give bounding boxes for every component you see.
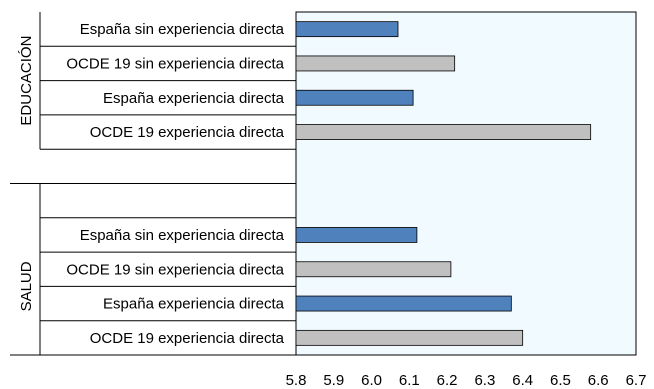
category-label: España sin experiencia directa: [80, 227, 285, 244]
category-label: OCDE 19 sin experiencia directa: [66, 261, 284, 278]
x-tick-label: 6.6: [588, 372, 609, 389]
x-tick-label: 6.4: [512, 372, 533, 389]
category-label: OCDE 19 experiencia directa: [90, 124, 285, 141]
x-tick-label: 6.1: [399, 372, 420, 389]
category-label: España experiencia directa: [103, 90, 285, 107]
bar: [295, 295, 512, 312]
x-tick-label: 6.2: [437, 372, 458, 389]
x-tick-label: 6.5: [550, 372, 571, 389]
bar: [295, 55, 456, 72]
bar: [295, 261, 452, 278]
category-label: España sin experiencia directa: [80, 21, 285, 38]
bar: [295, 21, 399, 38]
x-tick-label: 5.8: [286, 372, 307, 389]
bar: [295, 124, 592, 140]
x-tick-label: 5.9: [323, 372, 344, 389]
bar: [295, 89, 414, 106]
x-tick-label: 6.0: [361, 372, 382, 389]
x-tick-label: 6.3: [474, 372, 495, 389]
category-label: OCDE 19 sin experiencia directa: [66, 55, 284, 72]
category-label: España experiencia directa: [103, 296, 285, 313]
group-label: EDUCACIÓN: [18, 36, 35, 126]
bar: [295, 329, 524, 346]
category-label: OCDE 19 experiencia directa: [90, 330, 285, 347]
bar: [295, 227, 418, 243]
group-label: SALUD: [18, 261, 35, 311]
x-tick-label: 6.7: [626, 372, 647, 389]
